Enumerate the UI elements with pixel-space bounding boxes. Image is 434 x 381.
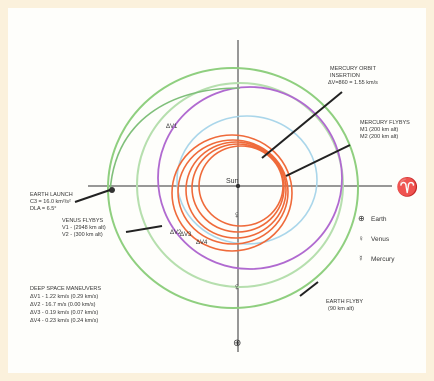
svg-text:V2 - (300 km alt): V2 - (300 km alt) <box>62 232 103 238</box>
earth-orbit <box>107 67 359 309</box>
launch-arc <box>109 87 241 193</box>
venus-symbol: ♀ <box>233 210 241 221</box>
mercury-symbol: ♀ <box>233 282 241 293</box>
deep-space-maneuvers-label: DEEP SPACE MANEUVERS ΔV1 - 1.22 km/s (0.… <box>30 286 101 324</box>
svg-text:VENUS FLYBYS: VENUS FLYBYS <box>62 218 103 224</box>
earth-symbol: ⊕ <box>233 338 241 349</box>
mercury-orbit <box>176 115 318 245</box>
dv1-label: ΔV1 <box>166 124 178 130</box>
mercury-orbit-insertion-label: MERCURY ORBIT INSERTION ΔV=860 = 1.55 km… <box>328 66 378 86</box>
mercury-flybys-label: MERCURY FLYBYS M1 (200 km alt) M2 (200 k… <box>360 120 410 140</box>
vernal-equinox-symbol: ♈ <box>396 176 418 197</box>
svg-text:C3 = 16.0 km²/s²: C3 = 16.0 km²/s² <box>30 199 71 205</box>
svg-text:ΔV1 - 1.22 km/s (0.29 km/s): ΔV1 - 1.22 km/s (0.29 km/s) <box>30 294 98 300</box>
venus-flybys-label: VENUS FLYBYS V1 - (2948 km alt) V2 - (30… <box>62 218 106 238</box>
dv3-label: ΔV3 <box>180 232 192 238</box>
svg-text:ΔV4 - 0.23 km/s (0.24 km/s): ΔV4 - 0.23 km/s (0.24 km/s) <box>30 318 98 324</box>
legend-mercury-symbol: ☿ <box>358 254 364 263</box>
earth-launch-label: EARTH LAUNCH C3 = 16.0 km²/s² DLA = 6.5° <box>30 192 73 212</box>
svg-text:ΔV2 - 16.7 m/s (0.00 km/s): ΔV2 - 16.7 m/s (0.00 km/s) <box>30 302 96 308</box>
legend-earth-symbol: ⊕ <box>358 214 365 223</box>
spacecraft-trajectory <box>171 134 293 252</box>
dv4-label: ΔV4 <box>196 240 208 246</box>
sun-label: Sun <box>226 178 239 185</box>
legend-venus-label: Venus <box>371 236 390 243</box>
launch-point <box>109 187 115 193</box>
svg-text:M2 (200 km alt): M2 (200 km alt) <box>360 134 398 140</box>
legend-venus-symbol: ♀ <box>358 234 364 243</box>
legend: ⊕ Earth ♀ Venus ☿ Mercury <box>358 214 395 263</box>
svg-text:ΔV=860 = 1.55 km/s: ΔV=860 = 1.55 km/s <box>328 80 378 86</box>
svg-text:M1 (200 km alt): M1 (200 km alt) <box>360 127 398 133</box>
svg-text:MERCURY FLYBYS: MERCURY FLYBYS <box>360 120 410 126</box>
dv2-label: ΔV2 <box>170 230 182 236</box>
svg-text:DEEP SPACE MANEUVERS: DEEP SPACE MANEUVERS <box>30 286 101 292</box>
svg-text:(90 km alt): (90 km alt) <box>328 306 354 312</box>
outer-orbit <box>136 82 344 288</box>
venus-orbit <box>157 86 343 270</box>
legend-mercury-label: Mercury <box>371 256 395 263</box>
svg-text:INSERTION: INSERTION <box>330 73 360 79</box>
svg-text:EARTH LAUNCH: EARTH LAUNCH <box>30 192 73 198</box>
earth-flyby-label: EARTH FLYBY (90 km alt) <box>326 299 363 312</box>
sun-dot <box>235 183 241 189</box>
svg-text:DLA = 6.5°: DLA = 6.5° <box>30 206 57 212</box>
svg-text:MERCURY ORBIT: MERCURY ORBIT <box>330 66 377 72</box>
svg-text:EARTH FLYBY: EARTH FLYBY <box>326 299 363 305</box>
svg-text:V1 - (2948 km alt): V1 - (2948 km alt) <box>62 225 106 231</box>
legend-earth-label: Earth <box>371 216 387 223</box>
leader-lines <box>74 91 351 297</box>
svg-text:ΔV3 - 0.19 km/s (0.07 km/s): ΔV3 - 0.19 km/s (0.07 km/s) <box>30 310 98 316</box>
